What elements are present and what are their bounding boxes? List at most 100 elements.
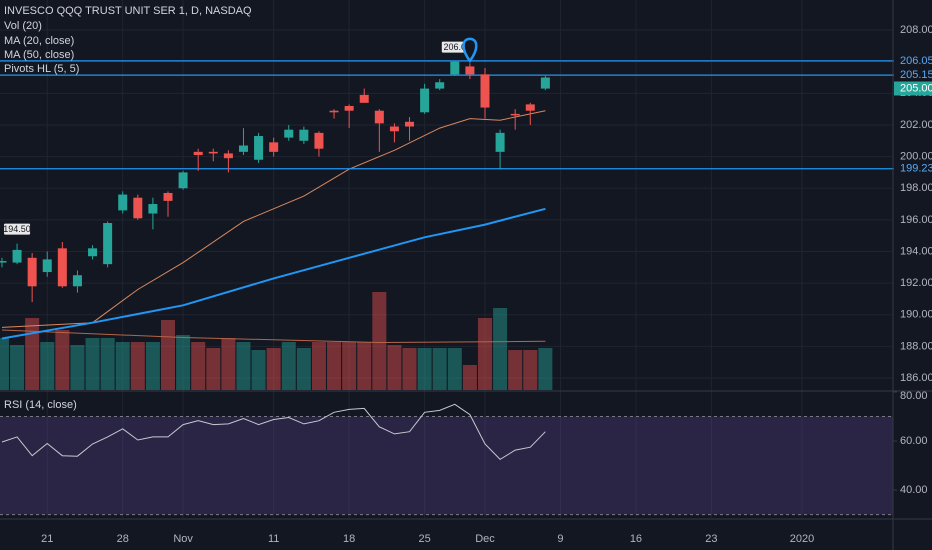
- ma-line: [1, 110, 546, 328]
- candle-body: [389, 126, 399, 132]
- rsi-tick-label: 60.00: [900, 435, 928, 447]
- volume-bar: [191, 342, 206, 390]
- y-tick-label: 200.00: [900, 150, 932, 162]
- volume-bar: [161, 320, 176, 390]
- volume-bar: [447, 348, 462, 390]
- volume-bar: [0, 338, 9, 390]
- ma-line: [1, 207, 546, 340]
- candle-body: [0, 260, 7, 263]
- volume-bar: [115, 342, 130, 390]
- candle-body: [314, 132, 324, 149]
- price-line-tag: [894, 69, 932, 82]
- candle-body: [103, 223, 113, 265]
- legend-item: MA (50, close): [4, 49, 74, 61]
- candle-body: [12, 249, 22, 263]
- candle-body: [510, 113, 520, 116]
- volume-bar: [55, 330, 70, 390]
- volume-bar: [327, 342, 342, 390]
- candle-body: [88, 248, 98, 257]
- candle-body: [133, 197, 143, 219]
- candle-body: [299, 129, 309, 141]
- candle-body: [72, 275, 82, 287]
- y-tick-label: 208.00: [900, 24, 932, 36]
- pin-marker: [462, 37, 478, 63]
- candle-body: [223, 153, 233, 159]
- y-tick-label: 188.00: [900, 340, 932, 352]
- x-tick-label: 16: [630, 533, 642, 545]
- price-line-label: 199.23: [900, 163, 932, 175]
- x-tick-label: 2020: [790, 533, 814, 545]
- volume-bar: [236, 342, 251, 390]
- candle-body: [193, 151, 203, 156]
- candle-body: [359, 94, 369, 103]
- candle-body: [480, 74, 490, 108]
- volume-bar: [493, 308, 508, 390]
- x-tick-label: Dec: [475, 533, 495, 545]
- volume-bar: [251, 350, 266, 390]
- legend-item: Vol (20): [4, 20, 42, 32]
- rsi-label: RSI (14, close): [4, 399, 77, 411]
- legend-item: Pivots HL (5, 5): [4, 63, 79, 75]
- x-tick-label: 23: [705, 533, 717, 545]
- candle-body: [420, 88, 430, 113]
- candle-body: [254, 136, 264, 160]
- candle-body: [435, 82, 445, 89]
- volume-bar: [145, 342, 160, 390]
- legend-item: MA (20, close): [4, 35, 74, 47]
- candle-body: [284, 129, 294, 138]
- volume-bar: [432, 348, 447, 390]
- candle-body: [495, 132, 505, 152]
- price-pane: 194.50 206.0: [0, 37, 932, 340]
- rsi-line: [1, 403, 546, 461]
- candle-body: [540, 77, 550, 89]
- candle-body: [27, 257, 37, 287]
- candle-body: [269, 142, 279, 152]
- volume-bar: [311, 342, 326, 390]
- volume-bar: [508, 350, 523, 390]
- x-tick-label: Nov: [173, 533, 193, 545]
- y-tick-label: 198.00: [900, 182, 932, 194]
- candle-body: [42, 259, 52, 273]
- volume-bar: [462, 365, 477, 390]
- volume-bar: [372, 292, 387, 390]
- x-tick-label: 21: [41, 533, 53, 545]
- candle-body: [344, 105, 354, 111]
- volume-bar: [417, 348, 432, 390]
- y-tick-label: 190.00: [900, 309, 932, 321]
- chart-title: INVESCO QQQ TRUST UNIT SER 1, D, NASDAQ: [4, 5, 252, 17]
- volume-bar: [523, 350, 538, 390]
- volume-ma: [1, 329, 546, 344]
- volume-bar: [357, 342, 372, 390]
- candle-body: [208, 151, 218, 154]
- candle-body: [178, 172, 188, 189]
- volume-bar: [296, 348, 311, 390]
- price-line-tag: [894, 54, 932, 67]
- x-tick-label: 9: [557, 533, 563, 545]
- candle-body: [450, 61, 460, 75]
- grid: [0, 0, 893, 518]
- volume-bar: [25, 318, 40, 390]
- candle-body: [118, 194, 128, 211]
- last-price-label: 205.00: [900, 82, 932, 94]
- y-tick-label: 196.00: [900, 214, 932, 226]
- candle-body: [329, 110, 339, 113]
- volume-bar: [477, 318, 492, 390]
- volume-bar: [206, 348, 221, 390]
- candle-body: [57, 248, 67, 287]
- candle-body: [405, 121, 415, 127]
- volume-bar: [40, 342, 55, 390]
- volume-bar: [100, 338, 115, 390]
- x-tick-label: 11: [268, 533, 279, 545]
- volume-bar: [130, 342, 145, 390]
- price-line-label: 205.15: [900, 69, 932, 81]
- candle-body: [163, 192, 173, 201]
- candle-body: [465, 66, 475, 75]
- last-price-tag: [894, 81, 932, 96]
- pivot-box: [4, 223, 31, 235]
- volume-bar: [85, 338, 100, 390]
- volume-bar: [176, 335, 191, 390]
- volume-bar: [402, 348, 417, 390]
- legend: INVESCO QQQ TRUST UNIT SER 1, D, NASDAQ …: [4, 5, 252, 411]
- axes: 21 28 Nov 11 18 25 Dec 9 16 23 2020 186.00 188.00 190…: [41, 24, 932, 545]
